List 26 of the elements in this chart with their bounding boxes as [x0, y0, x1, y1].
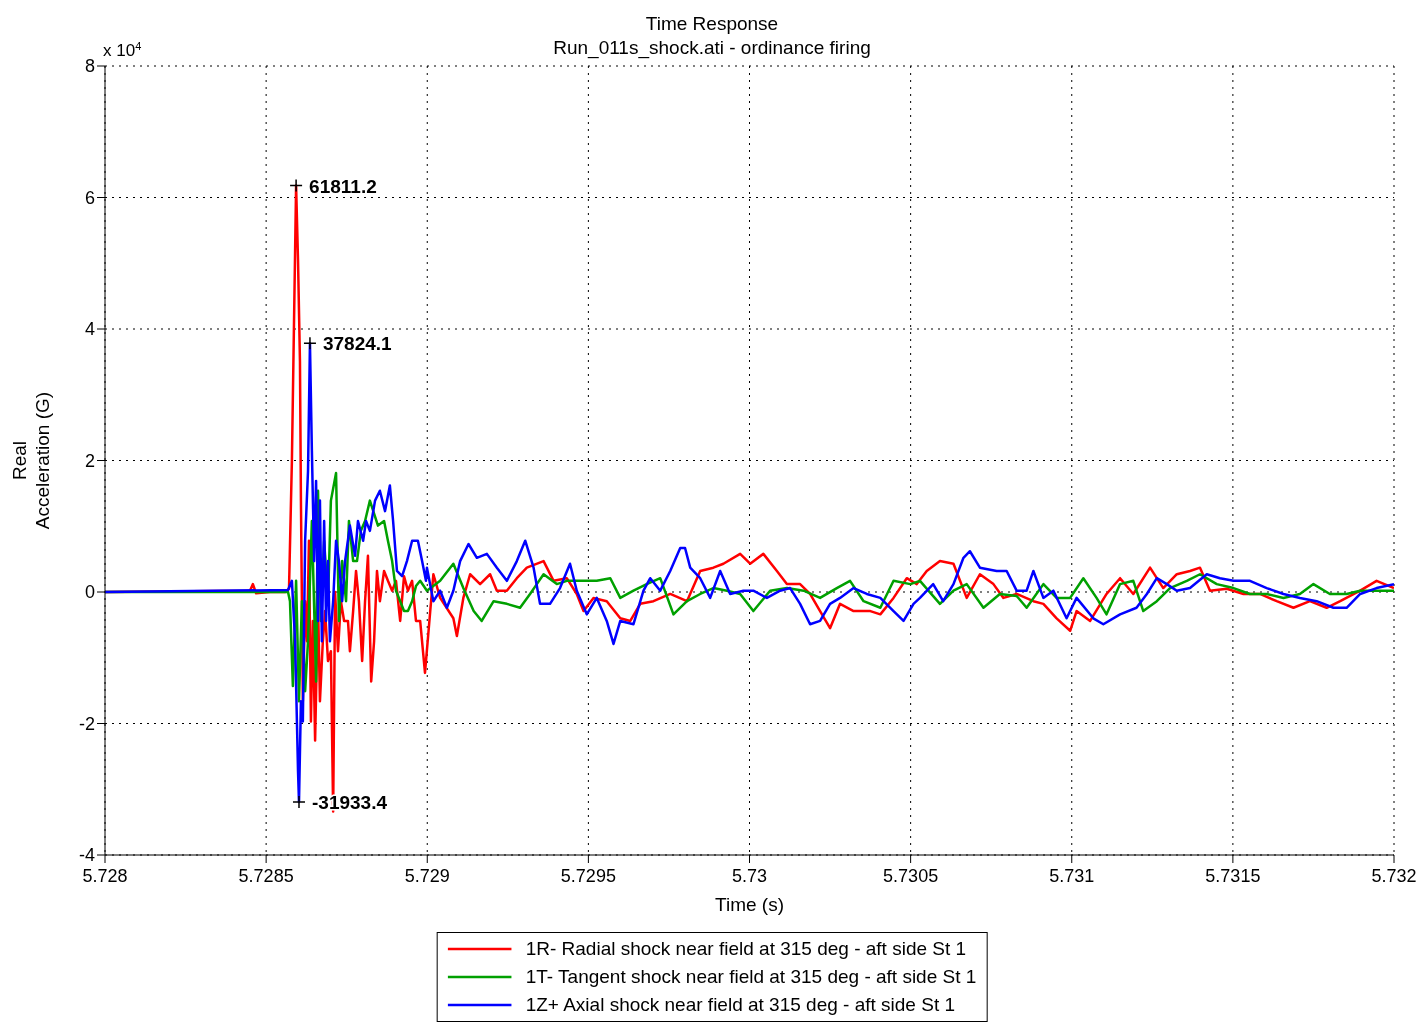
- y-tick-label: 2: [84, 450, 95, 471]
- x-tick-label: 5.7315: [1205, 865, 1261, 886]
- x-tick-label: 5.728: [82, 865, 128, 886]
- chart-subtitle: Run_011s_shock.ati - ordinance firing: [553, 37, 871, 58]
- x-tick-label: 5.7305: [883, 865, 939, 886]
- y-axis-title: Real Acceleration (G): [9, 391, 53, 530]
- x-tick-label: 5.7285: [238, 865, 294, 886]
- y-tick-label: -4: [78, 845, 95, 866]
- y-tick-label: -2: [78, 713, 95, 734]
- legend-label: 1T- Tangent shock near field at 315 deg - aft side St 1: [525, 966, 977, 988]
- x-tick-label: 5.732: [1371, 865, 1417, 886]
- x-tick-label: 5.73: [731, 865, 768, 886]
- y-tick-label: 0: [84, 582, 95, 603]
- annotation: 37824.1: [322, 333, 393, 355]
- y-tick-label: 6: [84, 187, 95, 208]
- text: x 10$^{4}$: [103, 40, 142, 60]
- x-axis-title: Time (s): [715, 894, 784, 915]
- x-tick-label: 5.729: [404, 865, 450, 886]
- x-tick-label: 5.7295: [560, 865, 616, 886]
- y-tick-label: 8: [84, 56, 95, 77]
- chart-title: Time Response: [644, 12, 780, 36]
- annotation: 61811.2: [309, 175, 377, 197]
- legend-label: 1Z+ Axial shock near field at 315 deg - aft side St 1: [525, 994, 956, 1016]
- y-tick-label: 4: [84, 319, 95, 340]
- legend-label: 1R- Radial shock near field at 315 deg - aft side St 1: [525, 938, 967, 960]
- x-tick-label: 5.731: [1049, 865, 1095, 886]
